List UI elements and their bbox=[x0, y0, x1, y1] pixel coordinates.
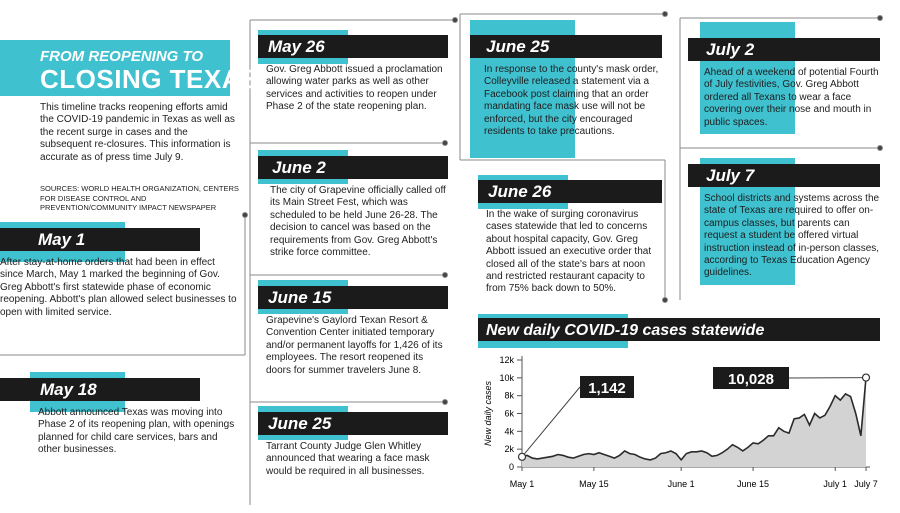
entry-text: Gov. Greg Abbott issued a proclamation a… bbox=[266, 64, 443, 113]
y-tick-label: 12k bbox=[499, 355, 514, 365]
label-box bbox=[713, 367, 789, 389]
date-bar: May 1 bbox=[0, 228, 200, 251]
value-label: 10,028 bbox=[728, 371, 774, 388]
date-bar: June 25 bbox=[258, 412, 448, 435]
entry-text: School districts and systems across the … bbox=[704, 193, 880, 279]
entry-text: Abbott announced Texas was moving into P… bbox=[38, 407, 235, 456]
title-block bbox=[0, 40, 230, 96]
intro: This timeline tracks reopening efforts a… bbox=[40, 102, 235, 163]
entry-text: In response to the county's mask order, … bbox=[484, 64, 659, 138]
x-tick-label: May 1 bbox=[510, 479, 535, 489]
entry-text: In the wake of surging coronavirus cases… bbox=[486, 209, 652, 295]
entry-text: After stay-at-home orders that had been … bbox=[0, 257, 237, 318]
entry-text: Tarrant County Judge Glen Whitley announ… bbox=[266, 441, 430, 477]
point-marker bbox=[517, 452, 527, 461]
y-tick-label: 4k bbox=[504, 426, 514, 436]
y-tick-label: 0 bbox=[509, 462, 514, 472]
x-tick-label: June 15 bbox=[737, 479, 769, 489]
y-axis-label: New daily cases bbox=[483, 380, 493, 446]
value-label: 1,142 bbox=[588, 380, 626, 397]
date-bar: May 26 bbox=[258, 35, 448, 58]
title-line: FROM REOPENING TO bbox=[40, 48, 204, 65]
label-box bbox=[580, 376, 634, 398]
date-bar: June 25 bbox=[470, 35, 662, 58]
y-tick-label: 6k bbox=[504, 409, 514, 419]
date-bar: July 7 bbox=[688, 164, 880, 187]
x-tick-label: June 1 bbox=[668, 479, 695, 489]
date-bar: June 26 bbox=[478, 180, 662, 203]
entry-text: The city of Grapevine officially called … bbox=[270, 185, 446, 259]
chart-title: New daily COVID-19 cases statewide bbox=[486, 322, 764, 339]
x-tick-label: July 7 bbox=[854, 479, 878, 489]
y-tick-label: 8k bbox=[504, 391, 514, 401]
date-bar: June 2 bbox=[258, 156, 448, 179]
x-tick-label: May 15 bbox=[579, 479, 609, 489]
point-marker bbox=[861, 373, 871, 382]
date-bar: July 2 bbox=[688, 38, 880, 61]
y-tick-label: 10k bbox=[499, 373, 514, 383]
pointer bbox=[521, 386, 581, 458]
title: CLOSING TEXAS bbox=[40, 64, 259, 94]
date-bar: June 15 bbox=[258, 286, 448, 309]
date-bar: May 18 bbox=[0, 378, 200, 401]
line bbox=[521, 377, 867, 462]
entry-text: Grapevine's Gaylord Texan Resort & Conve… bbox=[266, 315, 443, 376]
sources: SOURCES: WORLD HEALTH ORGANIZATION, CENT… bbox=[40, 184, 239, 212]
y-tick-label: 2k bbox=[504, 444, 514, 454]
title-bar bbox=[478, 318, 880, 341]
entry-text: Ahead of a weekend of potential Fourth o… bbox=[704, 67, 879, 128]
area bbox=[522, 377, 866, 467]
x-tick-label: July 1 bbox=[823, 479, 847, 489]
